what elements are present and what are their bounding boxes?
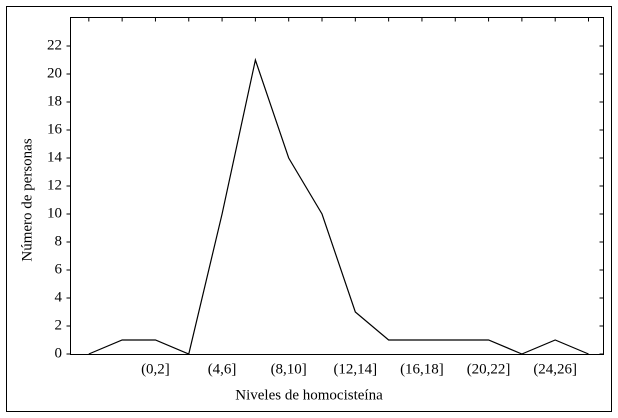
y-tick-label: 20 bbox=[47, 65, 62, 81]
line bbox=[88, 57, 589, 355]
y-tick-label: 12 bbox=[47, 177, 62, 193]
y-tick-label: 8 bbox=[55, 233, 63, 249]
y-tick-label: 18 bbox=[47, 93, 62, 109]
x-tick-label: (4,6] bbox=[208, 361, 237, 377]
x-axis-label: Niveles de homocisteína bbox=[235, 387, 383, 403]
x-tick-label: (12,14] bbox=[333, 361, 377, 377]
x-tick-label: (16,18] bbox=[400, 361, 444, 377]
y-tick-label: 14 bbox=[47, 149, 63, 165]
outer-frame bbox=[6, 6, 612, 412]
plot-frame bbox=[70, 17, 604, 355]
x-tick-label: (8,10] bbox=[271, 361, 307, 377]
x-tick-label: (0,2] bbox=[141, 361, 170, 377]
y-tick-label: 2 bbox=[55, 317, 63, 333]
y-tick-label: 16 bbox=[47, 121, 63, 137]
y-tick-label: 4 bbox=[55, 289, 63, 305]
x-tick-label: (20,22] bbox=[467, 361, 511, 377]
y-axis-label: Número de personas bbox=[19, 138, 35, 261]
y-tick-label: 22 bbox=[47, 37, 62, 53]
x-tick-label: (24,26] bbox=[533, 361, 577, 377]
y-tick-label: 0 bbox=[55, 345, 63, 361]
y-tick-label: 6 bbox=[55, 261, 63, 277]
y-tick-label: 10 bbox=[47, 205, 62, 221]
